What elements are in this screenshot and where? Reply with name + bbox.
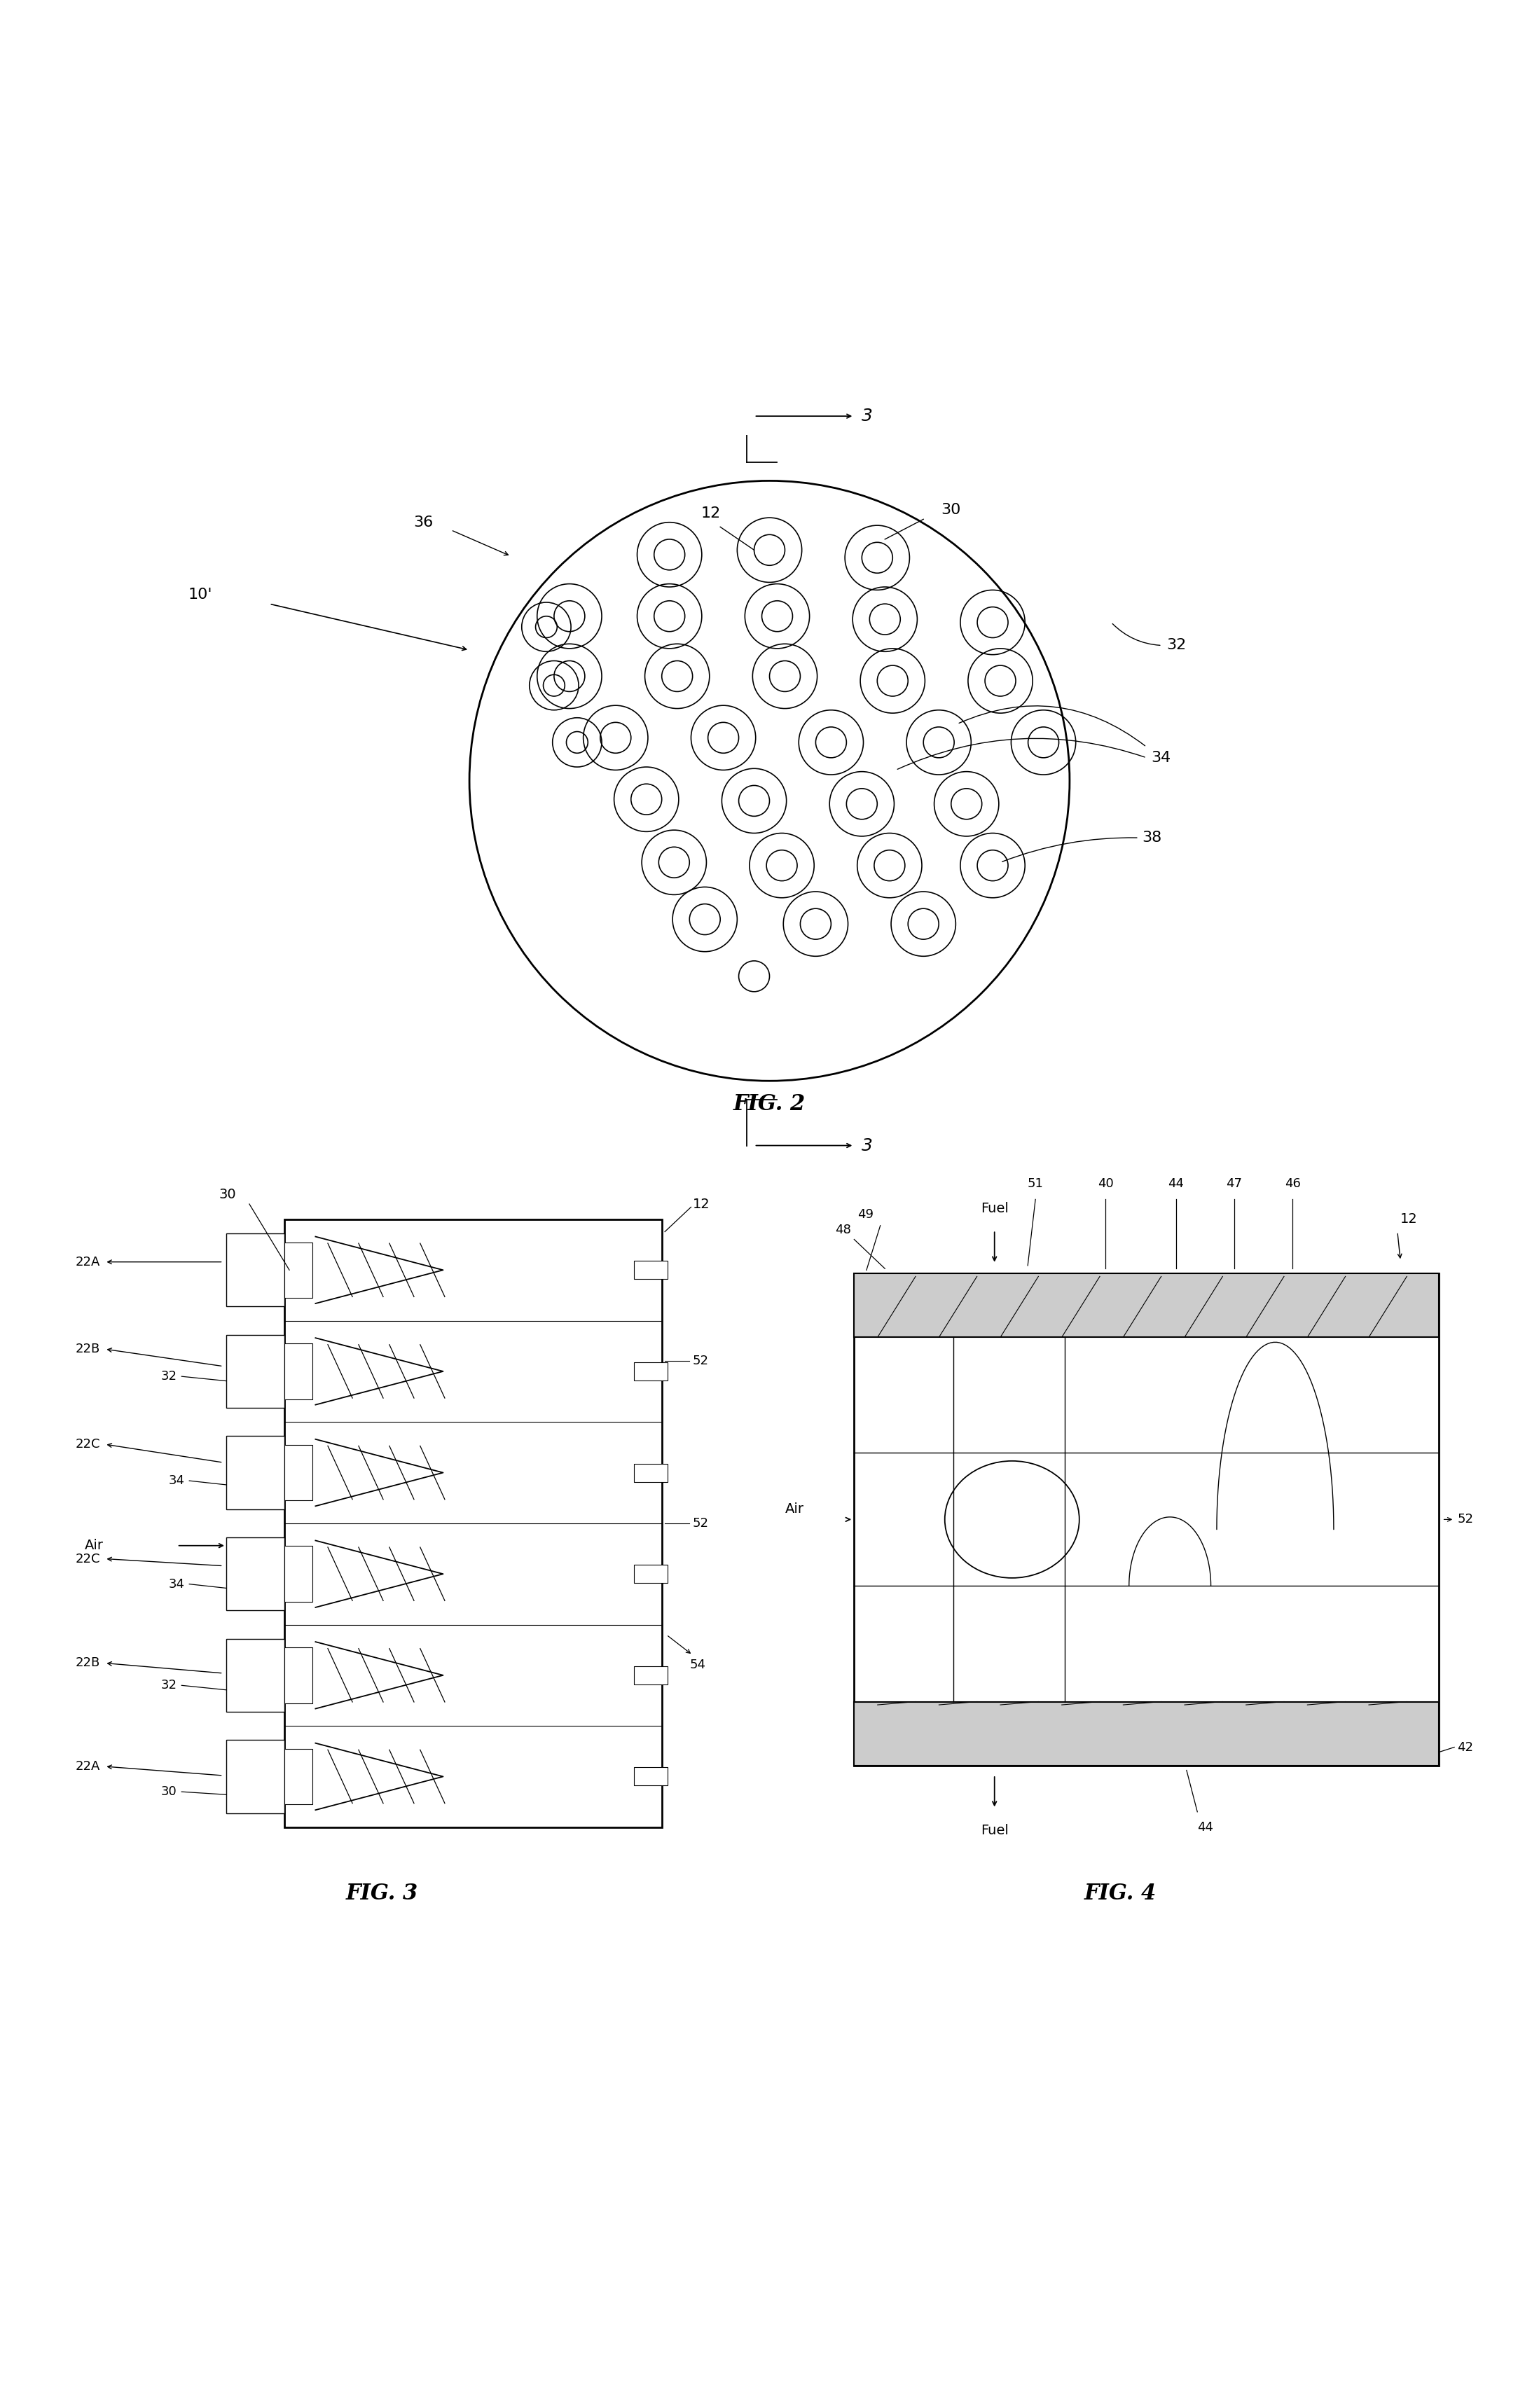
Text: 30: 30 [942, 503, 960, 518]
Text: 12: 12 [1400, 1214, 1417, 1226]
Bar [634, 1262, 668, 1279]
Bar [854, 1702, 1439, 1765]
Text: 52: 52 [693, 1517, 708, 1529]
Text: 22A: 22A [75, 1760, 100, 1772]
Bar [226, 1334, 285, 1409]
Text: 54: 54 [689, 1659, 705, 1671]
Bar [285, 1647, 312, 1702]
Text: 32: 32 [1167, 638, 1187, 653]
Bar [285, 1218, 662, 1828]
Text: 50: 50 [1022, 1512, 1039, 1527]
Text: 44: 44 [1168, 1178, 1183, 1190]
Bar [285, 1243, 312, 1298]
Text: Fuel: Fuel [980, 1823, 1008, 1837]
Text: 52: 52 [1457, 1512, 1473, 1527]
Text: 36: 36 [414, 515, 432, 530]
Text: 3: 3 [862, 407, 873, 424]
Text: Air: Air [85, 1539, 103, 1553]
Text: 22C: 22C [75, 1438, 100, 1450]
Text: 22B: 22B [75, 1657, 100, 1669]
Text: 34: 34 [169, 1577, 185, 1589]
Text: 51: 51 [1028, 1178, 1043, 1190]
Text: 22B: 22B [75, 1344, 100, 1356]
Bar [226, 1435, 285, 1510]
Text: 12: 12 [702, 506, 720, 520]
Text: 30: 30 [219, 1187, 237, 1202]
Text: FIG. 2: FIG. 2 [734, 1093, 805, 1115]
Bar [285, 1546, 312, 1601]
Bar [226, 1536, 285, 1611]
Text: 38: 38 [1142, 831, 1162, 845]
Bar [285, 1445, 312, 1500]
Text: 30: 30 [162, 1784, 177, 1799]
Bar [634, 1464, 668, 1481]
Text: 34: 34 [169, 1474, 185, 1488]
Text: 12: 12 [693, 1197, 709, 1211]
Bar [285, 1344, 312, 1399]
Text: 34: 34 [1151, 751, 1171, 766]
Text: FIG. 3: FIG. 3 [346, 1883, 417, 1905]
Text: 49: 49 [857, 1209, 873, 1221]
Text: 32: 32 [162, 1370, 177, 1382]
Text: 42: 42 [1457, 1741, 1473, 1753]
Bar [854, 1274, 1439, 1336]
Text: Fuel: Fuel [980, 1202, 1008, 1216]
Bar [634, 1565, 668, 1582]
Text: Air: Air [785, 1503, 803, 1515]
Text: 32: 32 [162, 1678, 177, 1693]
Bar [634, 1767, 668, 1787]
Text: 40: 40 [1097, 1178, 1114, 1190]
Bar [634, 1666, 668, 1683]
Text: 3: 3 [862, 1137, 873, 1153]
Text: 52: 52 [693, 1356, 708, 1368]
Bar [285, 1748, 312, 1804]
Text: 47: 47 [1227, 1178, 1242, 1190]
Text: FIG. 4: FIG. 4 [1085, 1883, 1156, 1905]
Text: 22A: 22A [75, 1255, 100, 1269]
Bar [226, 1233, 285, 1308]
Bar [226, 1741, 285, 1813]
Bar [634, 1363, 668, 1380]
Text: 46: 46 [1285, 1178, 1300, 1190]
Text: 10': 10' [188, 588, 212, 602]
Text: 22C: 22C [75, 1553, 100, 1565]
Bar [226, 1640, 285, 1712]
Bar [854, 1274, 1439, 1765]
Text: 48: 48 [836, 1223, 851, 1235]
Text: 44: 44 [1197, 1820, 1213, 1832]
